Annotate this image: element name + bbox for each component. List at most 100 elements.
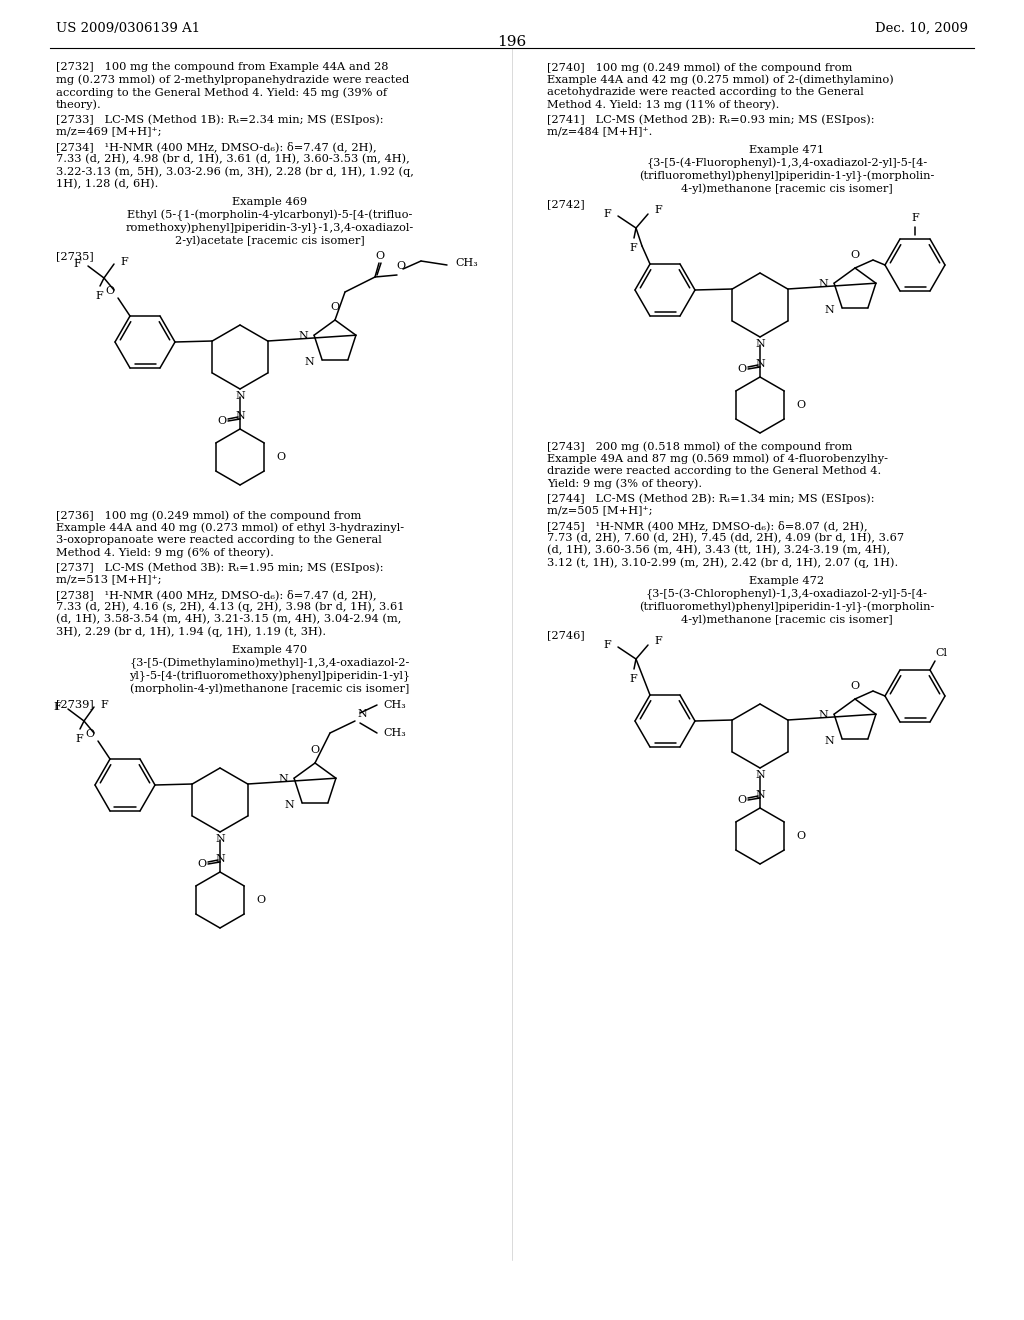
Text: [2744]   LC-MS (Method 2B): Rₜ=1.34 min; MS (ESIpos):: [2744] LC-MS (Method 2B): Rₜ=1.34 min; M…	[547, 492, 874, 503]
Text: O: O	[331, 302, 340, 312]
Text: CH₃: CH₃	[384, 700, 407, 710]
Text: [2745]   ¹H-NMR (400 MHz, DMSO-d₆): δ=8.07 (d, 2H),: [2745] ¹H-NMR (400 MHz, DMSO-d₆): δ=8.07…	[547, 520, 867, 531]
Text: O: O	[396, 261, 406, 271]
Text: 2-yl)acetate [racemic cis isomer]: 2-yl)acetate [racemic cis isomer]	[175, 235, 365, 246]
Text: N: N	[298, 331, 308, 341]
Text: (trifluoromethyl)phenyl]piperidin-1-yl}-(morpholin-: (trifluoromethyl)phenyl]piperidin-1-yl}-…	[639, 602, 935, 612]
Text: O: O	[310, 744, 319, 755]
Text: m/z=469 [M+H]⁺;: m/z=469 [M+H]⁺;	[56, 127, 162, 136]
Text: F: F	[603, 209, 611, 219]
Text: 7.73 (d, 2H), 7.60 (d, 2H), 7.45 (dd, 2H), 4.09 (br d, 1H), 3.67: 7.73 (d, 2H), 7.60 (d, 2H), 7.45 (dd, 2H…	[547, 532, 904, 543]
Text: Example 470: Example 470	[232, 645, 307, 655]
Text: O: O	[85, 729, 94, 739]
Text: 4-yl)methanone [racemic cis isomer]: 4-yl)methanone [racemic cis isomer]	[681, 614, 893, 624]
Text: N: N	[755, 789, 765, 800]
Text: m/z=513 [M+H]⁺;: m/z=513 [M+H]⁺;	[56, 574, 162, 585]
Text: 7.33 (d, 2H), 4.16 (s, 2H), 4.13 (q, 2H), 3.98 (br d, 1H), 3.61: 7.33 (d, 2H), 4.16 (s, 2H), 4.13 (q, 2H)…	[56, 602, 404, 612]
Text: [2732]   100 mg the compound from Example 44A and 28: [2732] 100 mg the compound from Example …	[56, 62, 388, 73]
Text: F: F	[120, 257, 128, 267]
Text: N: N	[755, 770, 765, 780]
Text: mg (0.273 mmol) of 2-methylpropanehydrazide were reacted: mg (0.273 mmol) of 2-methylpropanehydraz…	[56, 74, 410, 84]
Text: O: O	[796, 832, 805, 841]
Text: [2736]   100 mg (0.249 mmol) of the compound from: [2736] 100 mg (0.249 mmol) of the compou…	[56, 510, 361, 520]
Text: [2733]   LC-MS (Method 1B): Rₜ=2.34 min; MS (ESIpos):: [2733] LC-MS (Method 1B): Rₜ=2.34 min; M…	[56, 114, 384, 124]
Text: O: O	[105, 286, 115, 296]
Text: Cl: Cl	[935, 648, 947, 657]
Text: Example 44A and 42 mg (0.275 mmol) of 2-(dimethylamino): Example 44A and 42 mg (0.275 mmol) of 2-…	[547, 74, 894, 84]
Text: F: F	[654, 636, 662, 645]
Text: O: O	[796, 400, 805, 411]
Text: O: O	[737, 795, 746, 805]
Text: Method 4. Yield: 13 mg (11% of theory).: Method 4. Yield: 13 mg (11% of theory).	[547, 99, 779, 110]
Text: Example 472: Example 472	[750, 576, 824, 586]
Text: [2746]: [2746]	[547, 630, 585, 640]
Text: 3.12 (t, 1H), 3.10-2.99 (m, 2H), 2.42 (br d, 1H), 2.07 (q, 1H).: 3.12 (t, 1H), 3.10-2.99 (m, 2H), 2.42 (b…	[547, 557, 898, 568]
Text: O: O	[851, 249, 859, 260]
Text: N: N	[304, 356, 314, 367]
Text: [2743]   200 mg (0.518 mmol) of the compound from: [2743] 200 mg (0.518 mmol) of the compou…	[547, 441, 852, 451]
Text: F: F	[75, 734, 83, 744]
Text: {3-[5-(Dimethylamino)methyl]-1,3,4-oxadiazol-2-: {3-[5-(Dimethylamino)methyl]-1,3,4-oxadi…	[130, 657, 411, 669]
Text: O: O	[376, 251, 385, 261]
Text: Example 49A and 87 mg (0.569 mmol) of 4-fluorobenzylhy-: Example 49A and 87 mg (0.569 mmol) of 4-…	[547, 454, 888, 465]
Text: 3-oxopropanoate were reacted according to the General: 3-oxopropanoate were reacted according t…	[56, 535, 382, 545]
Text: F: F	[73, 259, 81, 269]
Text: CH₃: CH₃	[384, 729, 407, 738]
Text: 4-yl)methanone [racemic cis isomer]: 4-yl)methanone [racemic cis isomer]	[681, 183, 893, 194]
Text: 1H), 1.28 (d, 6H).: 1H), 1.28 (d, 6H).	[56, 178, 159, 189]
Text: [2740]   100 mg (0.249 mmol) of the compound from: [2740] 100 mg (0.249 mmol) of the compou…	[547, 62, 852, 73]
Text: 3H), 2.29 (br d, 1H), 1.94 (q, 1H), 1.19 (t, 3H).: 3H), 2.29 (br d, 1H), 1.94 (q, 1H), 1.19…	[56, 627, 326, 638]
Text: acetohydrazide were reacted according to the General: acetohydrazide were reacted according to…	[547, 87, 864, 96]
Text: Example 44A and 40 mg (0.273 mmol) of ethyl 3-hydrazinyl-: Example 44A and 40 mg (0.273 mmol) of et…	[56, 523, 404, 533]
Text: theory).: theory).	[56, 99, 101, 110]
Text: N: N	[818, 279, 827, 289]
Text: N: N	[236, 391, 245, 401]
Text: Example 469: Example 469	[232, 197, 307, 207]
Text: N: N	[755, 339, 765, 348]
Text: N: N	[824, 737, 834, 746]
Text: [2734]   ¹H-NMR (400 MHz, DMSO-d₆): δ=7.47 (d, 2H),: [2734] ¹H-NMR (400 MHz, DMSO-d₆): δ=7.47…	[56, 141, 377, 152]
Text: [2737]   LC-MS (Method 3B): Rₜ=1.95 min; MS (ESIpos):: [2737] LC-MS (Method 3B): Rₜ=1.95 min; M…	[56, 562, 384, 573]
Text: O: O	[737, 364, 746, 374]
Text: Yield: 9 mg (3% of theory).: Yield: 9 mg (3% of theory).	[547, 479, 702, 490]
Text: (d, 1H), 3.60-3.56 (m, 4H), 3.43 (tt, 1H), 3.24-3.19 (m, 4H),: (d, 1H), 3.60-3.56 (m, 4H), 3.43 (tt, 1H…	[547, 545, 890, 556]
Text: O: O	[256, 895, 265, 906]
Text: N: N	[357, 709, 367, 719]
Text: F: F	[911, 213, 919, 223]
Text: yl}-5-[4-(trifluoromethoxy)phenyl]piperidin-1-yl}: yl}-5-[4-(trifluoromethoxy)phenyl]piperi…	[129, 671, 411, 682]
Text: Example 471: Example 471	[750, 145, 824, 154]
Text: N: N	[755, 359, 765, 370]
Text: N: N	[236, 411, 245, 421]
Text: romethoxy)phenyl]piperidin-3-yl}-1,3,4-oxadiazol-: romethoxy)phenyl]piperidin-3-yl}-1,3,4-o…	[126, 223, 414, 234]
Text: [2739]: [2739]	[56, 700, 94, 709]
Text: N: N	[279, 774, 288, 784]
Text: O: O	[217, 416, 226, 426]
Text: drazide were reacted according to the General Method 4.: drazide were reacted according to the Ge…	[547, 466, 882, 477]
Text: O: O	[851, 681, 859, 690]
Text: m/z=505 [M+H]⁺;: m/z=505 [M+H]⁺;	[547, 506, 652, 516]
Text: [2742]: [2742]	[547, 199, 585, 209]
Text: Dec. 10, 2009: Dec. 10, 2009	[874, 22, 968, 36]
Text: [2741]   LC-MS (Method 2B): Rₜ=0.93 min; MS (ESIpos):: [2741] LC-MS (Method 2B): Rₜ=0.93 min; M…	[547, 114, 874, 124]
Text: F: F	[53, 702, 60, 711]
Text: {3-[5-(4-Fluorophenyl)-1,3,4-oxadiazol-2-yl]-5-[4-: {3-[5-(4-Fluorophenyl)-1,3,4-oxadiazol-2…	[646, 158, 928, 169]
Text: 3.22-3.13 (m, 5H), 3.03-2.96 (m, 3H), 2.28 (br d, 1H), 1.92 (q,: 3.22-3.13 (m, 5H), 3.03-2.96 (m, 3H), 2.…	[56, 166, 414, 177]
Text: 196: 196	[498, 36, 526, 49]
Text: [2735]: [2735]	[56, 251, 94, 261]
Text: {3-[5-(3-Chlorophenyl)-1,3,4-oxadiazol-2-yl]-5-[4-: {3-[5-(3-Chlorophenyl)-1,3,4-oxadiazol-2…	[646, 589, 928, 601]
Text: F: F	[629, 243, 637, 253]
Text: CH₃: CH₃	[456, 257, 478, 268]
Text: Method 4. Yield: 9 mg (6% of theory).: Method 4. Yield: 9 mg (6% of theory).	[56, 548, 273, 558]
Text: N: N	[215, 834, 225, 843]
Text: US 2009/0306139 A1: US 2009/0306139 A1	[56, 22, 200, 36]
Text: N: N	[215, 854, 225, 865]
Text: N: N	[284, 800, 294, 810]
Text: (morpholin-4-yl)methanone [racemic cis isomer]: (morpholin-4-yl)methanone [racemic cis i…	[130, 682, 410, 693]
Text: (trifluoromethyl)phenyl]piperidin-1-yl}-(morpholin-: (trifluoromethyl)phenyl]piperidin-1-yl}-…	[639, 170, 935, 182]
Text: 7.33 (d, 2H), 4.98 (br d, 1H), 3.61 (d, 1H), 3.60-3.53 (m, 4H),: 7.33 (d, 2H), 4.98 (br d, 1H), 3.61 (d, …	[56, 153, 410, 164]
Text: O: O	[276, 451, 285, 462]
Text: F: F	[629, 675, 637, 684]
Text: F: F	[603, 640, 611, 649]
Text: Ethyl (5-{1-(morpholin-4-ylcarbonyl)-5-[4-(trifluo-: Ethyl (5-{1-(morpholin-4-ylcarbonyl)-5-[…	[127, 210, 413, 222]
Text: F: F	[95, 290, 102, 301]
